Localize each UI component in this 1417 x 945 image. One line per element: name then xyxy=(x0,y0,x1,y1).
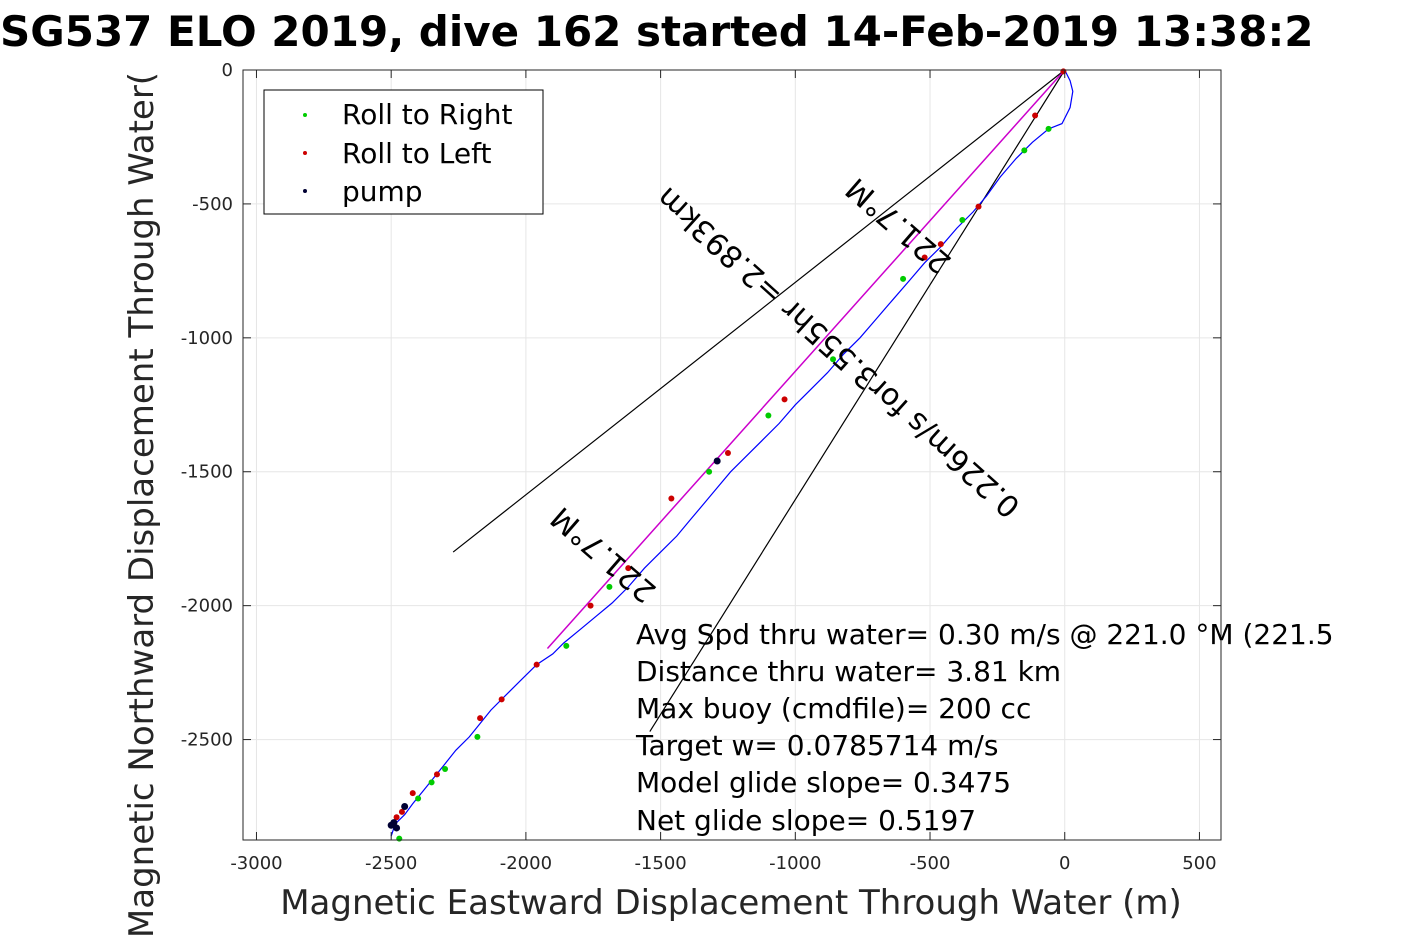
roll-left-point xyxy=(587,602,594,609)
roll-left-point xyxy=(533,661,540,668)
roll-left-point xyxy=(433,771,440,778)
track-layer xyxy=(390,69,1074,837)
x-tick-label: 500 xyxy=(1182,853,1216,874)
legend-marker-pump xyxy=(303,189,307,193)
roll-right-point xyxy=(442,766,449,773)
roll-right-point xyxy=(706,468,713,475)
roll-right-point xyxy=(606,583,613,590)
y-tick-label: 0 xyxy=(222,60,233,81)
annotation-avg-speed: Avg Spd thru water= 0.30 m/s @ 221.0 °M … xyxy=(636,618,1334,651)
roll-right-point xyxy=(428,779,435,786)
roll-right-point xyxy=(765,412,772,419)
y-tick-label: -1000 xyxy=(181,328,233,349)
y-axis-label: Magnetic Northward Displacement Through … xyxy=(122,72,162,938)
roll-left-point xyxy=(668,495,675,502)
y-tick-label: -2000 xyxy=(181,596,233,617)
roll-right-point xyxy=(563,642,570,649)
legend-marker-roll-left xyxy=(303,151,307,155)
annotation-distance: Distance thru water= 3.81 km xyxy=(636,655,1061,688)
roll-right-point xyxy=(415,795,422,802)
legend-label-roll-right: Roll to Right xyxy=(342,98,513,131)
y-tick-label: -1500 xyxy=(181,462,233,483)
legend: Roll to Right Roll to Left pump xyxy=(263,89,544,215)
cone-line-1 xyxy=(452,69,1066,553)
chart-title: SG537 ELO 2019, dive 162 started 14-Feb-… xyxy=(0,7,1313,56)
pump-point xyxy=(713,457,721,465)
roll-left-point xyxy=(921,254,928,261)
roll-right-point xyxy=(1045,125,1052,132)
roll-left-point xyxy=(781,396,788,403)
roll-right-point xyxy=(474,733,481,740)
x-tick-label: -500 xyxy=(910,853,951,874)
pump-point xyxy=(401,803,409,811)
x-tick-label: -2000 xyxy=(500,853,552,874)
dive-track-series xyxy=(390,69,1074,837)
roll-left-point xyxy=(393,814,400,821)
annotation-net-glide: Net glide slope= 0.5197 xyxy=(636,804,976,837)
y-tick-label: -2500 xyxy=(181,730,233,751)
plot-frame xyxy=(242,69,1222,841)
roll-left-point xyxy=(724,449,731,456)
annotation-model-glide: Model glide slope= 0.3475 xyxy=(636,766,1011,799)
x-tick-label: -1500 xyxy=(634,853,686,874)
x-tick-label: -3000 xyxy=(230,853,282,874)
roll-left-point xyxy=(1060,68,1067,75)
x-tick-label: -1000 xyxy=(769,853,821,874)
x-axis-ticks: -3000 -2500 -2000 -1500 -1000 -500 0 500 xyxy=(230,70,1217,874)
cone-line-2 xyxy=(649,69,1066,732)
x-tick-label: -2500 xyxy=(365,853,417,874)
roll-right-point xyxy=(900,275,907,282)
annotation-target-w: Target w= 0.0785714 m/s xyxy=(635,729,998,762)
legend-marker-roll-right xyxy=(303,113,307,117)
pump-point xyxy=(393,824,401,832)
roll-left-point xyxy=(625,565,632,572)
roll-left-point xyxy=(409,790,416,797)
x-tick-label: 0 xyxy=(1059,853,1070,874)
roll-right-point xyxy=(1021,147,1028,154)
roll-left-point xyxy=(498,696,505,703)
roll-right-point xyxy=(959,216,966,223)
cone-lines xyxy=(452,69,1066,732)
y-tick-label: -500 xyxy=(192,194,233,215)
x-axis-label: Magnetic Eastward Displacement Through W… xyxy=(280,883,1182,923)
y-axis-ticks: 0 -500 -1000 -1500 -2000 -2500 xyxy=(181,60,1221,751)
roll-left-point xyxy=(398,808,405,815)
annotation-block: Avg Spd thru water= 0.30 m/s @ 221.0 °M … xyxy=(635,618,1334,837)
roll-right-point xyxy=(396,835,403,842)
roll-left-point xyxy=(1032,112,1039,119)
annotation-max-buoy: Max buoy (cmdfile)= 200 cc xyxy=(636,692,1031,725)
roll-left-point xyxy=(477,715,484,722)
roll-left-point xyxy=(937,241,944,248)
roll-left-point xyxy=(975,203,982,210)
legend-label-pump: pump xyxy=(342,175,423,208)
pump-point xyxy=(387,821,395,829)
legend-box xyxy=(263,89,544,215)
heading-line xyxy=(546,69,1066,650)
legend-label-roll-left: Roll to Left xyxy=(342,137,491,170)
roll-right-point xyxy=(830,356,837,363)
